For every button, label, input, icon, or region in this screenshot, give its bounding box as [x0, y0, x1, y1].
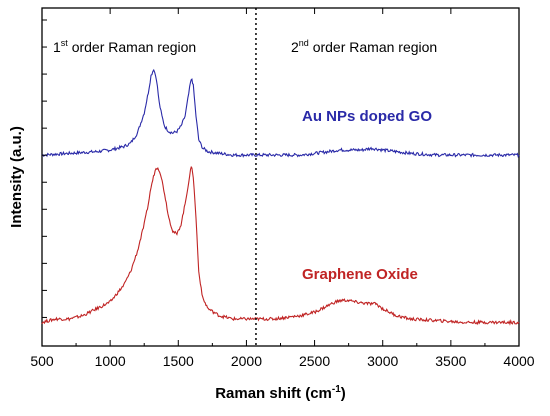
first-order-region-sup: st	[61, 38, 69, 48]
first-order-region-text: order Raman region	[68, 39, 196, 55]
second-order-region-prefix: 2	[291, 39, 299, 55]
x-axis-title-close: )	[341, 385, 346, 402]
x-tick-label-3000: 3000	[367, 353, 398, 369]
first-order-region-label: 1st order Raman region	[53, 38, 196, 55]
x-tick-label-2500: 2500	[299, 353, 330, 369]
y-axis-ticks	[42, 19, 47, 318]
x-axis-title: Raman shift (cm-1)	[215, 384, 346, 402]
series-line-1	[41, 165, 520, 326]
second-order-region-label: 2nd order Raman region	[291, 38, 437, 55]
x-tick-label-3500: 3500	[435, 353, 466, 369]
x-tick-label-1000: 1000	[95, 353, 126, 369]
series-label-graphene-oxide: Graphene Oxide	[302, 266, 418, 283]
series-line-0	[41, 68, 520, 158]
plot-frame	[41, 7, 520, 347]
x-axis-ticks: 500 1000 1500 2000 2500 3000 3500 4000	[30, 8, 535, 369]
plot-area: 500 1000 1500 2000 2500 3000 3500 4000	[30, 7, 535, 369]
series-layer	[41, 68, 520, 326]
second-order-region-text: order Raman region	[309, 39, 437, 55]
x-axis-title-sup: -1	[332, 384, 341, 395]
second-order-region-sup: nd	[299, 38, 309, 48]
first-order-region-prefix: 1	[53, 39, 61, 55]
x-tick-label-4000: 4000	[503, 353, 534, 369]
series-label-au-nps-doped-go: Au NPs doped GO	[302, 108, 432, 125]
x-tick-label-2000: 2000	[231, 353, 262, 369]
x-axis-title-main: Raman shift (cm	[215, 385, 332, 402]
x-tick-label-500: 500	[30, 353, 54, 369]
y-axis-title: Intensity (a.u.)	[8, 126, 25, 228]
x-tick-label-1500: 1500	[163, 353, 194, 369]
